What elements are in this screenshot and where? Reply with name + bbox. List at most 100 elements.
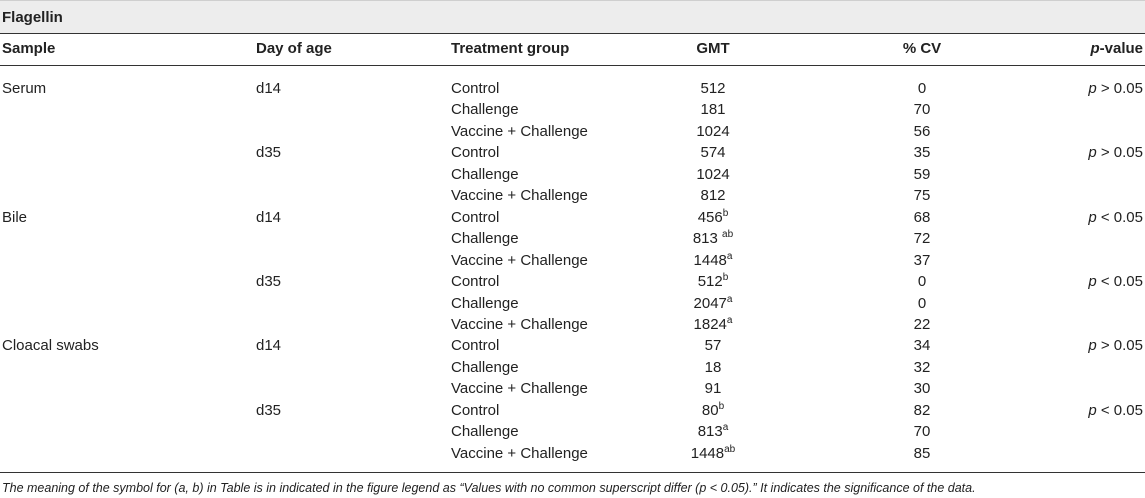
gmt-value: 813 [692,230,723,247]
cell-cv: 56 [913,123,931,140]
cell-gmt: 91 [667,380,759,397]
p-comparison: < 0.05 [1096,273,1143,290]
cell-gmt: 512b [667,272,759,291]
cell-day-of-age: d35 [256,144,282,161]
header-gmt: GMT [696,40,730,57]
cell-p-value: p > 0.05 [1088,144,1143,161]
gmt-value: 512 [697,273,723,290]
cell-gmt: 1024 [667,166,759,183]
top-rule [0,33,1145,34]
cell-cv: 82 [913,402,931,419]
cell-day-of-age: d35 [256,402,282,419]
gmt-value: 813 [697,423,723,440]
cell-cv: 72 [913,230,931,247]
cell-p-value: p > 0.05 [1088,337,1143,354]
cell-gmt: 57 [667,337,759,354]
p-comparison: < 0.05 [1096,402,1143,419]
cell-treatment-group: Control [451,209,500,226]
cell-gmt: 512 [667,80,759,97]
cell-gmt: 80b [667,401,759,420]
cell-gmt: 574 [667,144,759,161]
gmt-superscript: ab [722,229,734,240]
gmt-value: 1024 [696,166,730,183]
cell-day-of-age: d14 [256,209,282,226]
table-footnote: The meaning of the symbol for (a, b) in … [2,481,976,495]
cell-cv: 0 [917,273,927,290]
p-comparison: > 0.05 [1096,144,1143,161]
table-title-bar: Flagellin [0,0,1145,33]
cell-treatment-group: Vaccine + Challenge [451,252,588,269]
p-comparison: < 0.05 [1096,209,1143,226]
cell-cv: 70 [913,101,931,118]
cell-p-value: p < 0.05 [1088,209,1143,226]
gmt-value: 2047 [693,295,727,312]
header-sample: Sample [2,40,56,57]
cell-gmt: 456b [667,209,759,227]
cell-treatment-group: Control [451,273,500,290]
cell-cv: 70 [913,423,931,440]
cell-treatment-group: Challenge [451,101,519,118]
cell-p-value: p < 0.05 [1088,402,1143,419]
cell-cv: 32 [913,359,931,376]
gmt-value: 512 [700,80,726,97]
cell-gmt: 18 [667,359,759,376]
cell-gmt: 812 [667,187,759,204]
p-italic: p [1088,402,1097,419]
gmt-superscript: b [718,401,725,412]
bottom-rule [0,472,1145,473]
header-rule [0,65,1145,66]
gmt-value: 57 [704,337,722,354]
cell-p-value: p > 0.05 [1088,80,1143,97]
cell-cv: 0 [917,80,927,97]
header-day-of-age: Day of age [256,40,332,57]
cell-treatment-group: Challenge [451,230,519,247]
cell-gmt: 1448ab [667,444,759,463]
p-comparison: > 0.05 [1096,337,1143,354]
header-cv: % CV [902,40,942,57]
cell-treatment-group: Control [451,80,500,97]
cell-cv: 75 [913,187,931,204]
gmt-value: 574 [700,144,726,161]
gmt-superscript: a [726,251,733,262]
gmt-superscript: a [722,422,729,433]
cell-cv: 0 [917,295,927,312]
cell-sample: Serum [2,80,47,97]
gmt-value: 18 [704,359,722,376]
p-italic: p [1088,209,1097,226]
header-treatment-group: Treatment group [451,40,570,57]
p-comparison: > 0.05 [1096,80,1143,97]
p-italic: p [1088,80,1097,97]
cell-gmt: 1448a [667,251,759,270]
cell-gmt: 1024 [667,123,759,140]
cell-cv: 34 [913,337,931,354]
cell-cv: 30 [913,380,931,397]
header-p-italic: p [1090,40,1100,57]
gmt-value: 1448 [693,252,727,269]
p-italic: p [1088,337,1097,354]
gmt-superscript: ab [724,444,736,455]
gmt-superscript: b [722,272,729,283]
gmt-value: 91 [704,380,722,397]
gmt-superscript: a [726,294,733,305]
gmt-value: 1824 [693,316,727,333]
cell-treatment-group: Challenge [451,423,519,440]
cell-sample: Cloacal swabs [2,337,99,354]
header-p-rest: -value [1099,40,1143,57]
cell-cv: 85 [913,445,931,462]
gmt-value: 1448 [690,445,725,462]
cell-p-value: p < 0.05 [1088,273,1143,290]
gmt-value: 181 [700,101,726,118]
header-p-value: p-value [1090,40,1143,57]
cell-gmt: 2047a [667,294,759,313]
cell-treatment-group: Vaccine + Challenge [451,316,588,333]
cell-day-of-age: d14 [256,337,282,354]
cell-cv: 35 [913,144,931,161]
cell-sample: Bile [2,209,28,226]
cell-treatment-group: Challenge [451,166,519,183]
cell-treatment-group: Vaccine + Challenge [451,380,588,397]
cell-treatment-group: Challenge [451,359,519,376]
cell-cv: 59 [913,166,931,183]
table-title: Flagellin [2,9,63,26]
p-italic: p [1088,144,1097,161]
cell-day-of-age: d14 [256,80,282,97]
